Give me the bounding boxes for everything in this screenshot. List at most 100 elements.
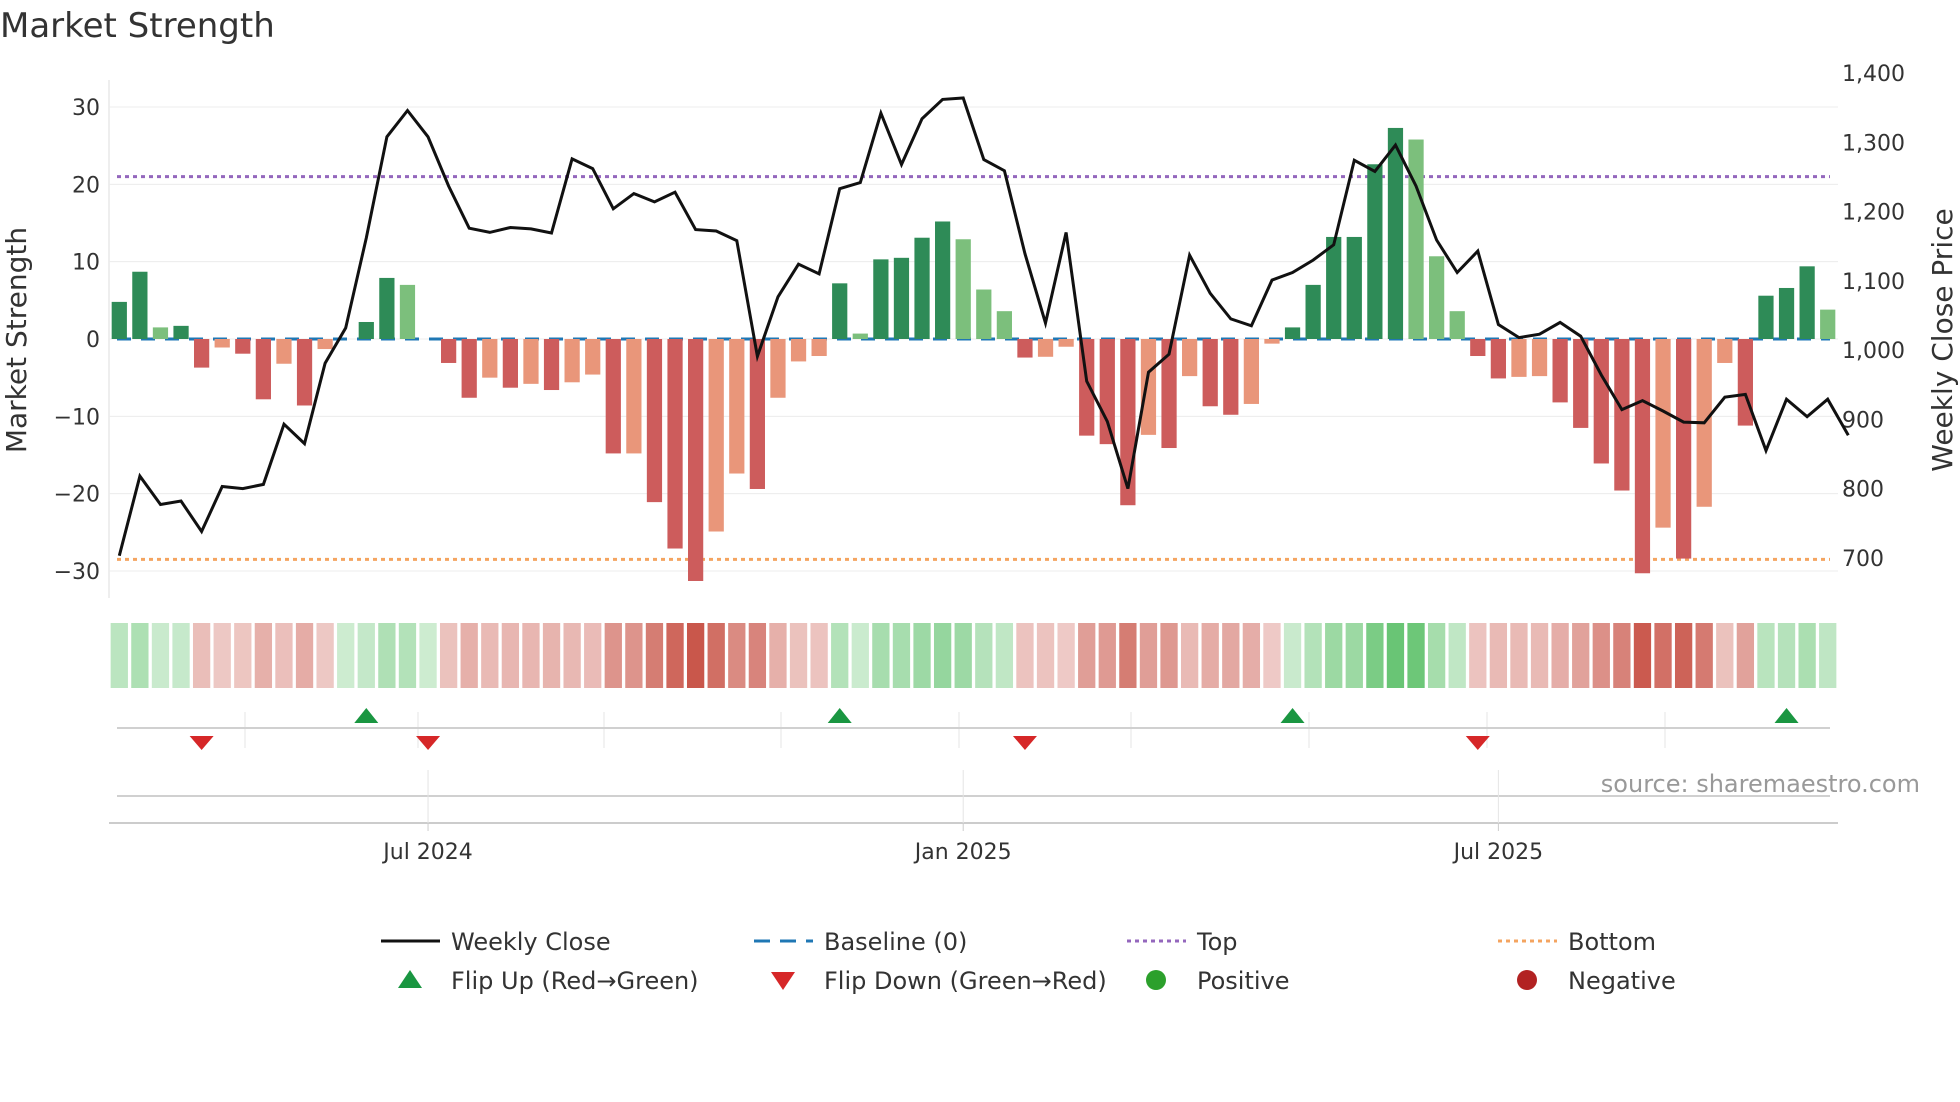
heat-cell (789, 623, 808, 688)
heat-cell (1036, 623, 1055, 688)
strength-bar (1202, 339, 1218, 407)
heat-cell (1139, 623, 1158, 688)
strength-bar (1326, 236, 1342, 339)
heat-cell (316, 623, 334, 688)
heat-cell (1325, 623, 1343, 688)
right-tick-label: 1,200 (1842, 201, 1905, 226)
strength-bar (111, 301, 127, 339)
heat-cell (1098, 623, 1116, 688)
heat-cell (769, 623, 787, 688)
heat-cell (1798, 623, 1816, 688)
heat-cell (686, 623, 705, 688)
strength-bar (1017, 339, 1033, 358)
strength-bar (1799, 266, 1815, 339)
strength-bar (1490, 339, 1506, 379)
heat-cell (810, 623, 828, 688)
strength-bar (1243, 339, 1259, 404)
heat-cell (1448, 623, 1466, 688)
heat-cell (1551, 623, 1569, 688)
legend-label: Flip Up (Red→Green) (451, 967, 699, 995)
flip-down-marker (1465, 736, 1490, 750)
heat-cell (1222, 623, 1240, 688)
strength-bar (605, 339, 621, 454)
strength-bar (976, 289, 992, 339)
strength-bar (502, 339, 518, 388)
strength-bar (1305, 284, 1321, 339)
heat-cell (1016, 623, 1034, 688)
heat-cell (151, 623, 170, 688)
left-tick-label: −30 (54, 560, 100, 585)
heat-cell (1263, 623, 1281, 688)
left-tick-label: −20 (54, 483, 100, 508)
strength-bar (770, 339, 786, 398)
heat-cell (1757, 623, 1775, 688)
heat-cell (1613, 623, 1631, 688)
strength-bar (1470, 339, 1486, 357)
strength-bar (585, 339, 601, 375)
heat-cell (110, 623, 128, 688)
x-tick-label: Jul 2025 (1452, 840, 1544, 865)
heat-cell (584, 623, 602, 688)
strength-bar (132, 271, 148, 339)
legend: Weekly Close Baseline (0) Top Bottom Flip Up… (381, 928, 1676, 995)
strength-bar (399, 284, 416, 339)
strength-bar (811, 339, 827, 357)
right-tick-label: 700 (1842, 547, 1884, 572)
heat-cell (707, 623, 725, 688)
heat-cell (234, 623, 252, 688)
heat-cell (604, 623, 622, 688)
left-tick-label: 30 (72, 96, 100, 121)
heat-strip (110, 623, 1837, 688)
strength-bar (276, 339, 292, 364)
heat-cell (933, 623, 952, 688)
strength-bar (317, 339, 333, 350)
flip-markers-panel (109, 708, 1838, 824)
heat-cell (851, 623, 869, 688)
strength-bar (1676, 339, 1692, 559)
legend-item: Weekly Close (381, 928, 611, 956)
heat-cell (522, 623, 540, 688)
right-tick-label: 1,400 (1842, 62, 1905, 87)
right-tick-label: 900 (1842, 408, 1884, 433)
heat-cell (913, 623, 931, 688)
heat-cell (1674, 623, 1693, 688)
heat-cell (1057, 623, 1075, 688)
heat-cell (1736, 623, 1755, 688)
heat-cell (1819, 623, 1837, 688)
chart-title: Market Strength (0, 6, 275, 46)
heat-cell (192, 623, 211, 688)
heat-cell (1304, 623, 1322, 688)
heat-cell (1407, 623, 1425, 688)
strength-bar (914, 237, 930, 339)
legend-label: Baseline (0) (824, 928, 967, 956)
x-tick-label: Jul 2024 (381, 840, 473, 865)
strength-bar (1284, 327, 1301, 339)
heat-cell (460, 623, 478, 688)
heat-cell (1386, 623, 1405, 688)
strength-bar (1058, 339, 1074, 347)
flip-up-marker (827, 708, 852, 723)
left-tick-label: −10 (54, 405, 100, 430)
legend-label: Bottom (1568, 928, 1656, 956)
heat-cell (748, 623, 767, 688)
x-axis-labels: Jul 2024 Jan 2025 Jul 2025 (381, 823, 1543, 865)
strength-bar (523, 339, 539, 384)
heat-cell (295, 623, 314, 688)
left-axis-label: Market Strength (0, 227, 33, 453)
left-tick-label: 20 (72, 173, 100, 198)
strength-bar (1182, 339, 1198, 377)
flip-down-marker (416, 736, 441, 750)
strength-bar (832, 283, 848, 339)
heat-cell (1695, 623, 1713, 688)
heat-cell (1510, 623, 1528, 688)
heat-cell (954, 623, 972, 688)
strength-bar (1099, 339, 1115, 445)
strength-bar (1161, 339, 1177, 449)
strength-bar (852, 333, 868, 339)
heat-cell (1283, 623, 1302, 688)
heat-cell (1201, 623, 1219, 688)
heat-cell (254, 623, 273, 688)
heat-cell (398, 623, 417, 688)
flip-down-marker (1012, 736, 1037, 750)
strength-bar (441, 339, 457, 363)
